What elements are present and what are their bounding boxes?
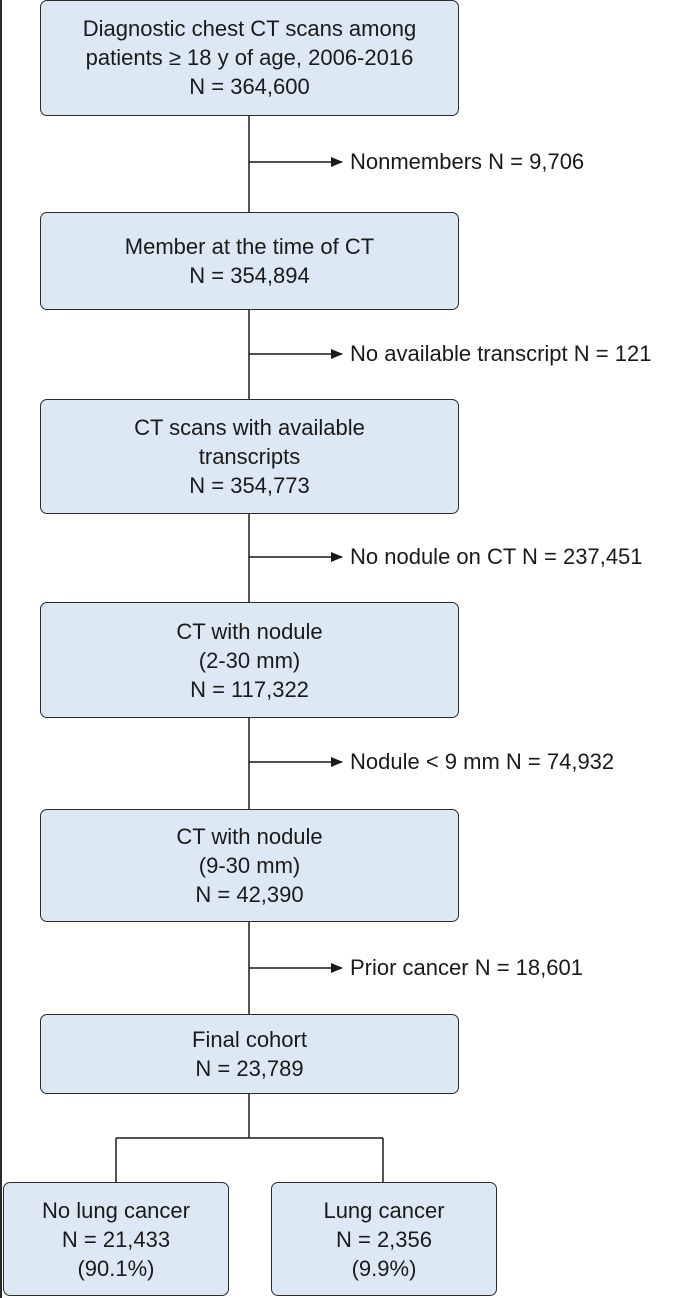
box-member-count: N = 354,894 [189, 263, 310, 288]
box-member-line1: Member at the time of CT [124, 234, 375, 259]
box-nodule-9-30-count: N = 42,390 [195, 882, 304, 907]
box-no-lung-cancer-line1: No lung cancer [42, 1197, 190, 1223]
box-nodule-2-30-line1: CT with nodule [176, 618, 323, 644]
box-final-line1: Final cohort [192, 1027, 307, 1052]
box-lung-cancer: Lung cancer N = 2,356 (9.9%) [271, 1182, 497, 1296]
box-nodule-2-30-count: N = 117,322 [190, 676, 309, 702]
box-initial-count: N = 364,600 [189, 73, 310, 99]
exclusion-no-nodule: No nodule on CT N = 237,451 [350, 544, 643, 569]
box-transcripts-line1: CT scans with available [134, 415, 365, 440]
box-initial-line2: patients ≥ 18 y of age, 2006-2016 [85, 44, 414, 70]
box-member: Member at the time of CT N = 354,894 [40, 212, 459, 310]
exclusion-nonmembers: Nonmembers N = 9,706 [350, 149, 585, 174]
box-transcripts-count: N = 354,773 [189, 473, 310, 498]
box-nodule-9-30: CT with nodule (9-30 mm) N = 42,390 [40, 809, 459, 922]
box-transcripts: CT scans with available transcripts N = … [40, 399, 459, 514]
box-lung-cancer-line1: Lung cancer [323, 1197, 445, 1223]
exclusion-prior-cancer: Prior cancer N = 18,601 [350, 955, 583, 980]
left-border-line [0, 0, 2, 1298]
box-no-lung-cancer-pct: (90.1%) [77, 1255, 155, 1281]
box-nodule-2-30-line2: (2-30 mm) [198, 647, 301, 673]
box-nodule-9-30-line1: CT with nodule [176, 824, 323, 849]
box-lung-cancer-count: N = 2,356 [335, 1226, 432, 1252]
exclusion-small-nodule: Nodule < 9 mm N = 74,932 [350, 749, 615, 774]
box-lung-cancer-pct: (9.9%) [351, 1255, 417, 1281]
box-final-cohort: Final cohort N = 23,789 [40, 1014, 459, 1094]
box-no-lung-cancer: No lung cancer N = 21,433 (90.1%) [3, 1182, 229, 1296]
exclusion-no-transcript: No available transcript N = 121 [350, 341, 652, 366]
box-initial-line1: Diagnostic chest CT scans among [82, 15, 417, 41]
box-nodule-9-30-line2: (9-30 mm) [198, 853, 301, 878]
box-transcripts-line2: transcripts [198, 444, 301, 469]
box-no-lung-cancer-count: N = 21,433 [61, 1226, 171, 1252]
box-nodule-2-30: CT with nodule (2-30 mm) N = 117,322 [40, 602, 459, 718]
box-final-count: N = 23,789 [195, 1056, 304, 1081]
box-initial-scans: Diagnostic chest CT scans among patients… [40, 0, 459, 116]
